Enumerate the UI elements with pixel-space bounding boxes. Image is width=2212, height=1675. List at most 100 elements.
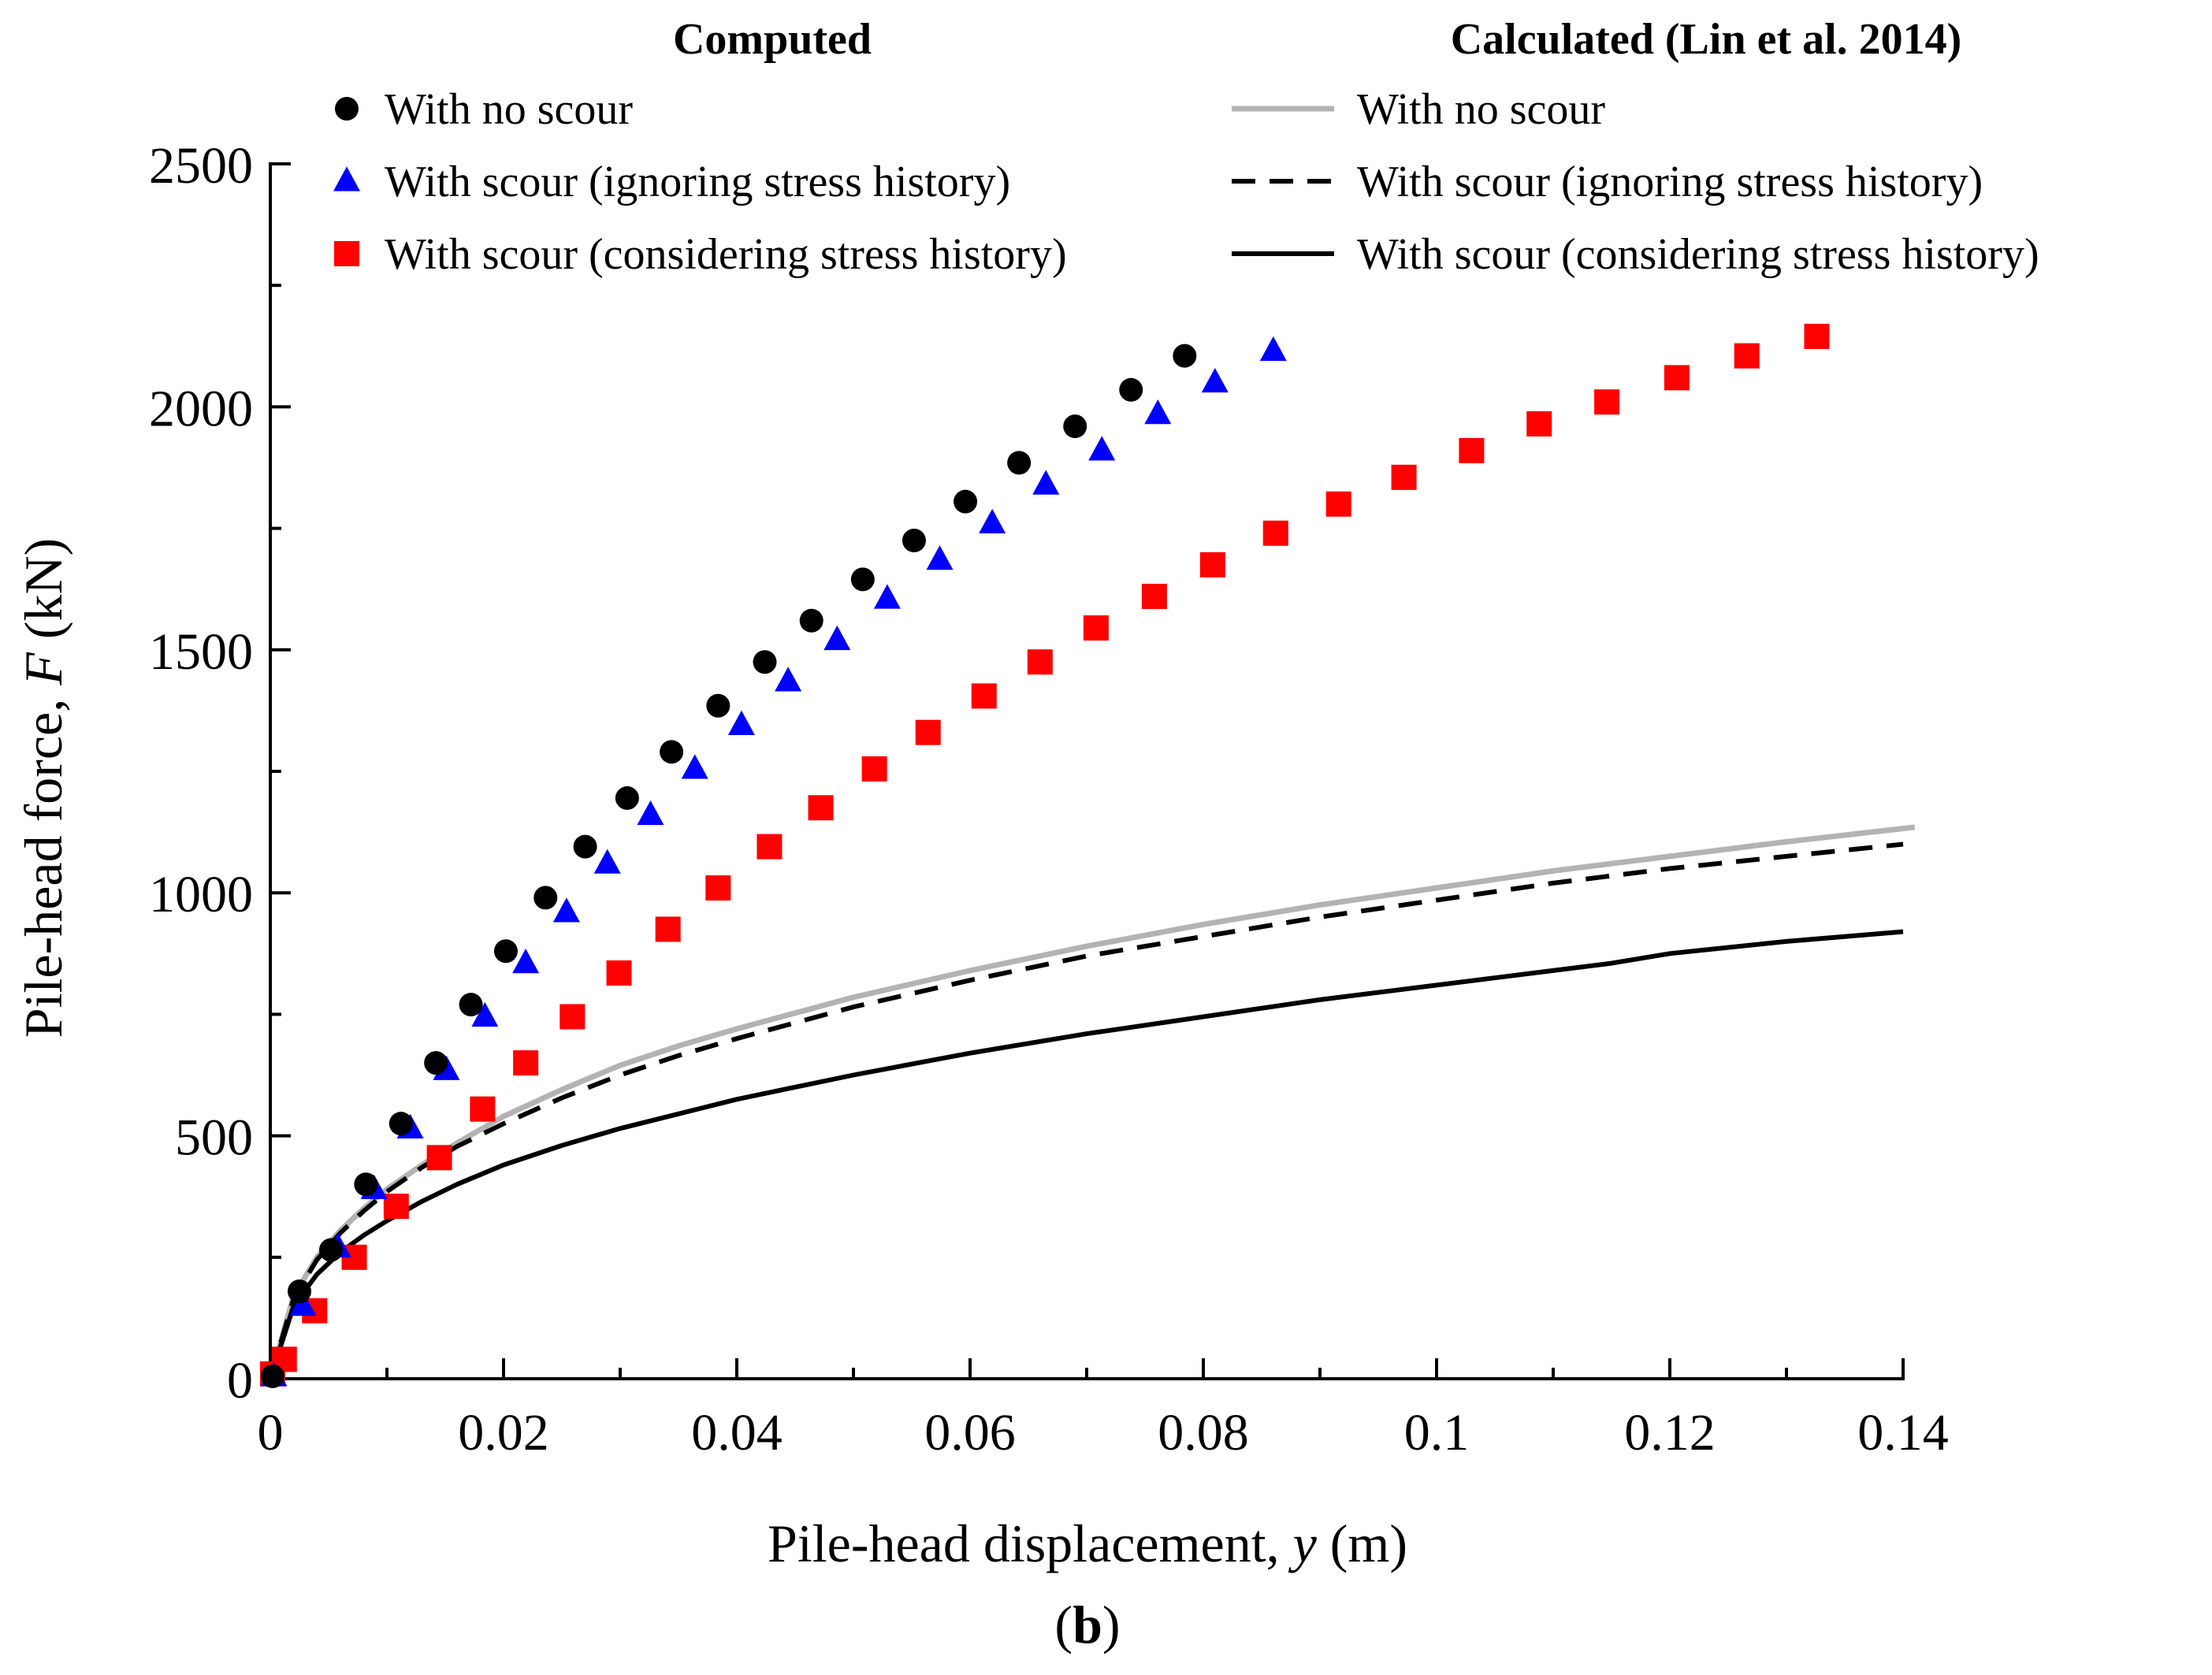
data-point (1141, 583, 1167, 609)
series-line (268, 841, 1904, 1380)
data-point (1199, 552, 1225, 578)
legend-heading-computed: Computed (673, 15, 872, 64)
data-point (808, 795, 834, 821)
data-point (902, 529, 926, 553)
x-axis-ticks: 0 0.02 0.04 0.06 0.08 0.1 0.12 0.14 (258, 1358, 1949, 1461)
data-point (1259, 336, 1287, 362)
data-point (861, 756, 887, 782)
data-point (727, 710, 755, 736)
legend-label: With scour (ignoring stress history) (385, 158, 1010, 206)
data-point (593, 849, 621, 874)
data-point (1325, 491, 1351, 517)
y-tick-label: 1500 (149, 623, 253, 681)
data-point (533, 886, 558, 910)
data-point (552, 897, 580, 923)
data-point (471, 1001, 499, 1027)
data-point (753, 650, 777, 674)
data-point (1144, 399, 1172, 425)
data-point (1032, 470, 1060, 495)
data-point (705, 875, 731, 901)
data-point (706, 693, 731, 718)
data-point (655, 916, 681, 942)
data-point (1027, 649, 1053, 675)
y-tick-label: 500 (175, 1109, 253, 1167)
legend-label: With scour (considering stress history) (1357, 230, 2039, 279)
legend-label: With no scour (1357, 85, 1605, 134)
data-point (424, 1051, 448, 1075)
series-line (268, 929, 1904, 1380)
legend-marker (333, 166, 360, 191)
data-point (318, 1238, 343, 1262)
legend-marker (334, 241, 359, 266)
data-point (954, 489, 978, 514)
x-tick-label: 0.14 (1857, 1404, 1949, 1461)
legend-label: With no scour (385, 85, 633, 134)
y-tick-label: 1000 (149, 866, 253, 923)
data-point (426, 1145, 452, 1171)
y-tick-label: 2500 (149, 137, 253, 195)
data-point (979, 508, 1006, 534)
data-point (615, 786, 639, 810)
data-point (1088, 436, 1116, 461)
series-markers (259, 323, 1830, 1387)
x-tick-label: 0.02 (458, 1404, 549, 1461)
data-point (512, 949, 540, 974)
x-tick-label: 0 (258, 1404, 284, 1461)
data-point (289, 1291, 317, 1317)
data-point (288, 1279, 311, 1303)
data-point (1119, 377, 1143, 402)
legend-label: With scour (ignoring stress history) (1357, 158, 1983, 206)
data-point (459, 993, 483, 1017)
x-axis-title: Pile-head displacement, y (m) (768, 1513, 1407, 1573)
data-point (354, 1172, 378, 1197)
panel-label: (b) (1054, 1595, 1120, 1655)
data-point (1664, 365, 1690, 391)
data-point (850, 567, 875, 592)
data-point (1063, 414, 1087, 439)
data-point (260, 1364, 284, 1388)
data-point (1734, 343, 1760, 369)
y-axis-title: Pile-head force, F (kN) (13, 538, 73, 1038)
x-tick-label: 0.12 (1624, 1404, 1716, 1461)
legend-marker (335, 97, 359, 121)
data-point (1391, 464, 1417, 490)
data-point (1262, 520, 1288, 546)
data-point (775, 667, 802, 692)
data-point (493, 939, 518, 964)
y-tick-label: 0 (227, 1352, 253, 1409)
data-point (637, 800, 664, 826)
legend-entries: With no scour With scour (ignoring stress… (333, 85, 2039, 279)
data-point (926, 545, 954, 570)
legend-heading-calculated: Calculated (Lin et al. 2014) (1451, 15, 1962, 64)
x-tick-label: 0.06 (924, 1404, 1016, 1461)
data-point (799, 608, 823, 633)
data-point (873, 584, 901, 609)
data-point (1594, 389, 1620, 415)
data-point (560, 1004, 586, 1030)
legend-label: With scour (considering stress history) (385, 230, 1067, 279)
data-point (660, 740, 684, 764)
data-point (383, 1194, 409, 1220)
series-markers (260, 344, 1197, 1388)
x-tick-label: 0.04 (691, 1404, 783, 1461)
data-point (971, 683, 997, 709)
data-point (1083, 615, 1109, 641)
computed-markers (259, 323, 1830, 1388)
data-point (1173, 344, 1197, 368)
data-point (1459, 437, 1485, 463)
data-point (1201, 367, 1229, 393)
data-point (513, 1050, 539, 1076)
x-tick-label: 0.08 (1158, 1404, 1249, 1461)
data-point (1526, 410, 1552, 436)
data-point (915, 719, 941, 745)
data-point (573, 834, 597, 859)
calculated-curves (267, 824, 1916, 1380)
data-point (681, 754, 708, 779)
data-point (757, 834, 783, 860)
legend: Computed Calculated (Lin et al. 2014) Wi… (333, 15, 2039, 279)
data-point (606, 960, 632, 986)
data-point (1804, 323, 1830, 349)
data-point (1007, 451, 1032, 475)
data-point (470, 1096, 496, 1122)
